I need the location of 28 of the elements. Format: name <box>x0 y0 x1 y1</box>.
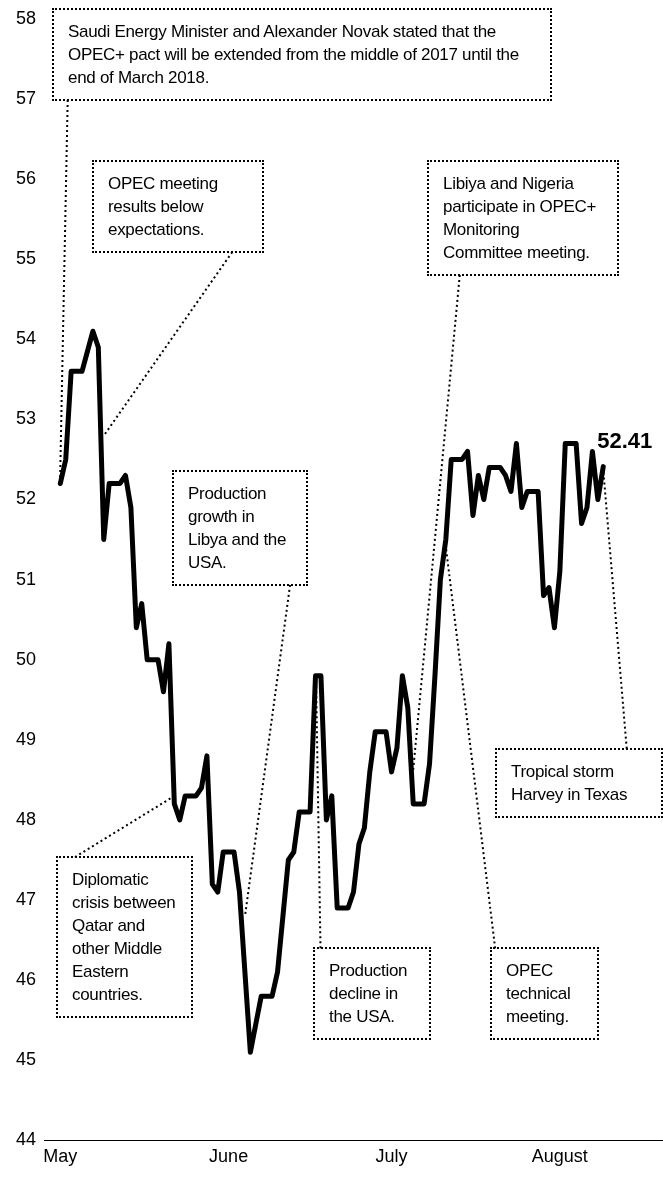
annotation: Production decline in the USA. <box>313 947 431 1040</box>
y-tick-label: 56 <box>15 168 37 188</box>
x-tick-label: June <box>209 1146 249 1167</box>
annotation: Libiya and Nigeria participate in OPEC+ Monitoring Committee meeting. <box>427 160 619 276</box>
annotation: Tropical storm Harvey in Texas <box>495 748 663 818</box>
y-tick-label: 49 <box>15 728 37 749</box>
annotation: Diplomatic crisis between Qatar and other Middle Eastern countries. <box>56 856 193 1018</box>
x-tick-label: May <box>43 1146 78 1167</box>
y-tick-label: 48 <box>15 808 37 829</box>
y-tick-label: 52 <box>15 488 37 509</box>
annotation: OPEC meeting results below expectations. <box>92 160 264 253</box>
y-tick-label: 47 <box>15 889 37 910</box>
y-tick-label: 44 <box>15 1129 37 1150</box>
y-tick-label: 53 <box>15 408 37 429</box>
y-tick-label: 51 <box>15 568 37 589</box>
y-tick-label: 54 <box>15 328 37 349</box>
annotation: Saudi Energy Minister and Alexander Novak stated that the OPEC+ pact will be extended from the middle of 2017 until the end of March 2018. <box>52 8 552 101</box>
y-tick-label: 46 <box>15 969 37 990</box>
y-tick-label: 58 <box>15 7 37 28</box>
annotation: Production growth in Libya and the USA. <box>172 470 308 586</box>
data-label: 52.41 <box>597 427 653 453</box>
y-tick-label: 50 <box>15 648 37 669</box>
x-tick-label: August <box>531 1146 588 1167</box>
annotation: OPEC technical meeting. <box>490 947 599 1040</box>
y-tick-label: 45 <box>15 1049 37 1070</box>
y-tick-label: 55 <box>15 248 37 269</box>
y-tick-label: 57 <box>15 87 37 108</box>
x-tick-label: July <box>375 1146 408 1167</box>
